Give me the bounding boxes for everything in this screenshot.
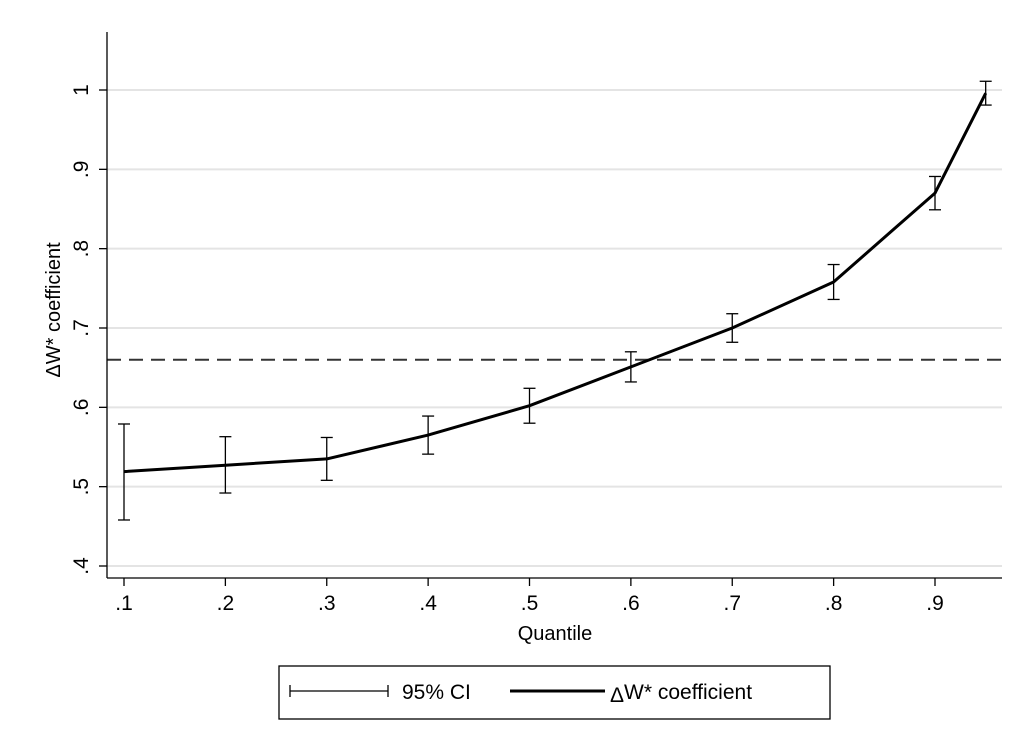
y-axis-title-symbol: Δ: [43, 364, 65, 377]
series-group: [123, 92, 988, 474]
y-tick-label-3: .7: [70, 319, 93, 337]
y-tick-label-6: 1: [70, 84, 93, 96]
ci-bars: [118, 80, 992, 521]
gridlines: [107, 89, 1002, 567]
legend-series-label: ΔW* coefficient: [610, 681, 752, 707]
y-tick-label-5: .9: [70, 161, 93, 179]
legend-ci-label: 95% CI: [402, 681, 471, 704]
legend-ci-symbol: [289, 685, 389, 697]
y-axis-title: ΔW* coefficient: [43, 242, 65, 378]
ci-bar-9: [979, 80, 992, 106]
legend: 95% CI ΔW* coefficient: [278, 665, 831, 720]
axes: .4 .5 .6 .7 .8 .9 1 .1 .2 .3 .4 .5 .6 .7 .8 .9: [70, 32, 1002, 615]
x-tick-label-6: .7: [723, 592, 741, 615]
x-tick-label-7: .8: [825, 592, 843, 615]
x-tick-label-3: .4: [419, 592, 437, 615]
y-tick-label-0: .4: [70, 557, 93, 575]
y-tick-label-4: .8: [70, 240, 93, 258]
legend-series-symbol: Δ: [610, 684, 624, 707]
ci-bar-0: [118, 423, 130, 521]
x-tick-label-1: .2: [217, 592, 235, 615]
y-axis-title-text: W* coefficient: [43, 242, 65, 364]
y-tick-label-2: .6: [70, 399, 93, 417]
y-tick-label-1: .5: [70, 478, 93, 496]
x-axis-title: Quantile: [518, 623, 593, 645]
x-tick-label-4: .5: [521, 592, 539, 615]
x-tick-label-8: .9: [926, 592, 944, 615]
x-tick-label-2: .3: [318, 592, 336, 615]
legend-series-text: W* coefficient: [624, 681, 752, 704]
series-line-coefficient: [123, 92, 988, 474]
x-tick-label-0: .1: [115, 592, 133, 615]
x-tick-label-5: .6: [622, 592, 640, 615]
